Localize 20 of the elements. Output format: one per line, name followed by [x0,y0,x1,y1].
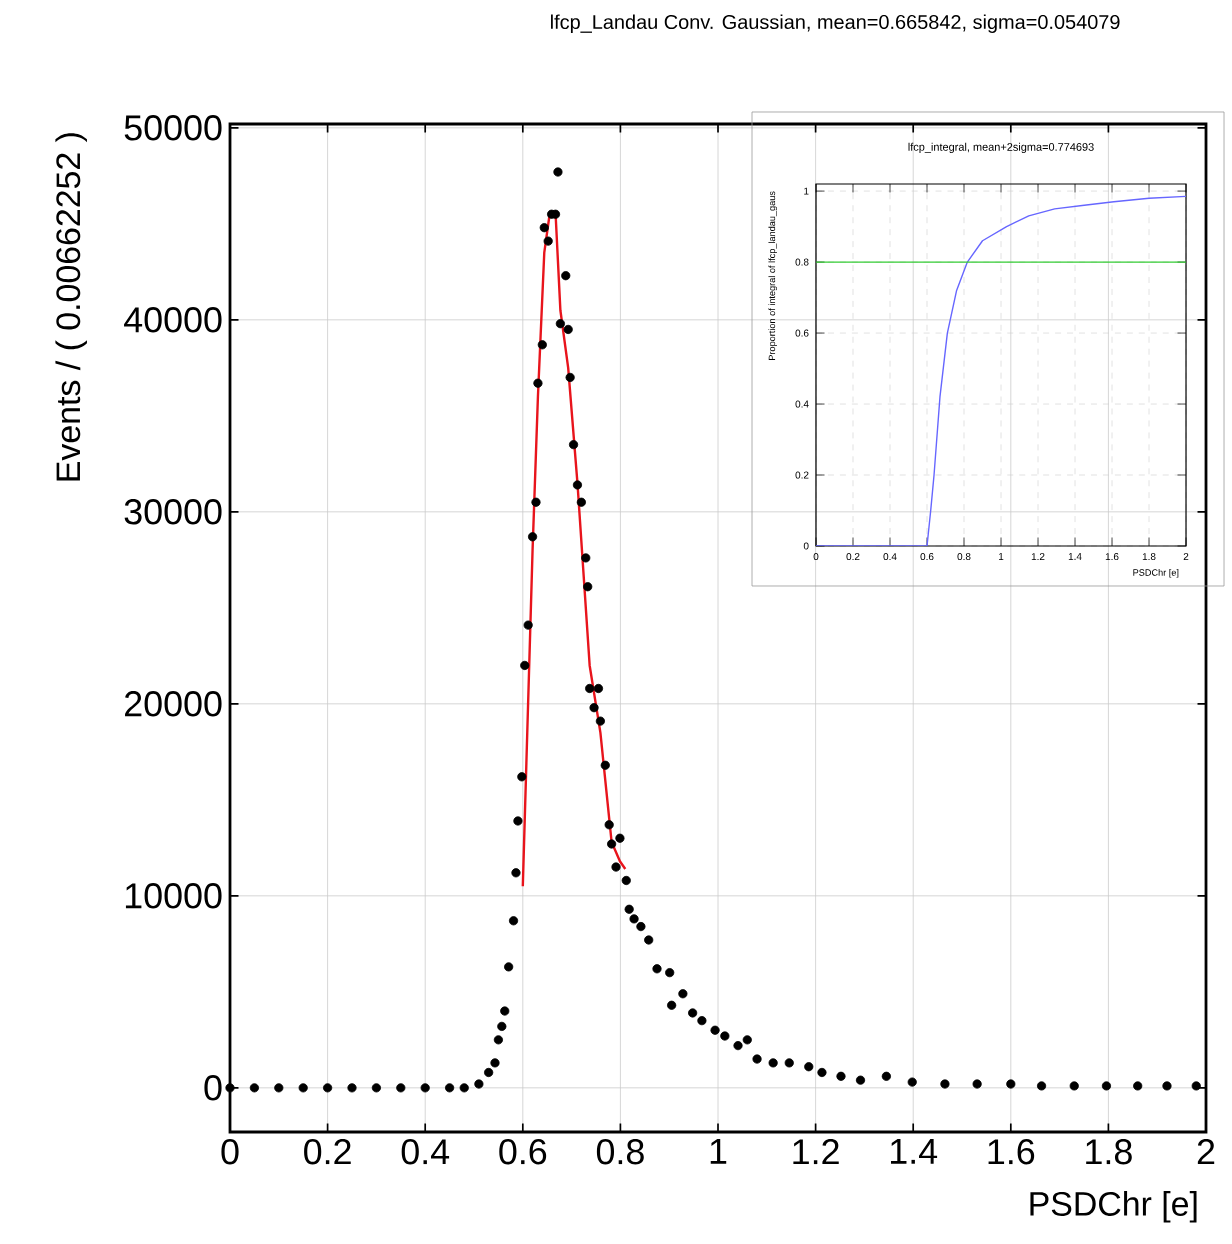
x-tick-label: 1.2 [793,1139,839,1165]
x-tick-label: 1.6 [988,1139,1035,1165]
x-tick-label: 0.4 [401,1139,450,1165]
y-tick-label: 20000 [125,691,222,717]
y-tick-label: 10000 [125,883,222,909]
x-tick-label: 1.8 [1086,1139,1132,1165]
x-tick-label: 0 [221,1139,239,1165]
y-axis-title: Events / ( 0.00662252 ) [55,133,87,481]
y-tick-label: 0 [204,1075,222,1101]
x-tick-label: 0.2 [304,1139,351,1165]
x-axis-title: PSDChr [e] [1030,1191,1197,1223]
y-tick-label: 40000 [124,307,222,333]
y-tick-label: 30000 [124,499,222,525]
x-tick-label: 0.6 [499,1139,547,1165]
x-tick-label: 2 [1197,1139,1215,1165]
y-tick-label: 50000 [124,115,222,141]
x-tick-label: 0.8 [596,1139,644,1165]
x-tick-label: 1 [710,1139,727,1164]
chart-title: lfcp_Landau Conv. Gaussian, mean=0.665842, sigma=0.054079 [551,14,1120,33]
x-tick-label: 1.4 [891,1139,938,1164]
